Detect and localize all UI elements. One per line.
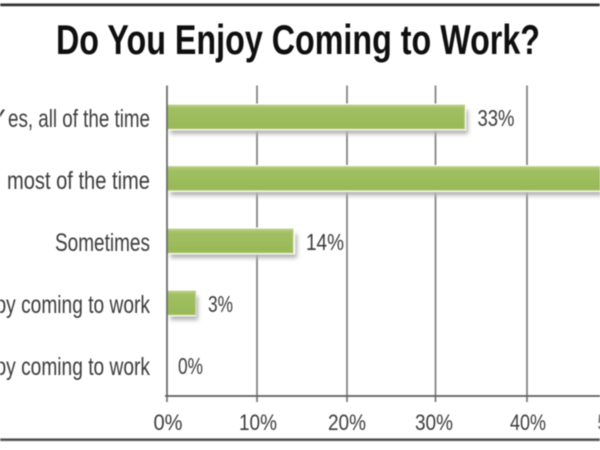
- svg-text:10%: 10%: [239, 410, 277, 435]
- svg-text:0%: 0%: [178, 353, 203, 379]
- svg-text:14%: 14%: [306, 229, 344, 255]
- svg-text:Do You Enjoy Coming to Work?: Do You Enjoy Coming to Work?: [56, 16, 540, 63]
- svg-text:Y: Y: [0, 105, 6, 133]
- svg-text:30%: 30%: [415, 410, 453, 435]
- svg-text:es, all of the time: es, all of the time: [8, 105, 150, 133]
- svg-text:Yes, most of the time: Yes, most of the time: [0, 167, 150, 195]
- svg-text:I rarely enjoy coming to work: I rarely enjoy coming to work: [0, 291, 150, 319]
- svg-text:40%: 40%: [510, 410, 546, 435]
- svg-text:I never enjoy coming to work: I never enjoy coming to work: [0, 353, 150, 381]
- svg-text:0%: 0%: [154, 410, 183, 435]
- svg-text:Sometimes: Sometimes: [55, 229, 150, 257]
- svg-text:20%: 20%: [328, 410, 366, 435]
- svg-text:3%: 3%: [208, 291, 233, 317]
- svg-text:50%: 50%: [598, 410, 600, 435]
- svg-text:33%: 33%: [478, 105, 515, 131]
